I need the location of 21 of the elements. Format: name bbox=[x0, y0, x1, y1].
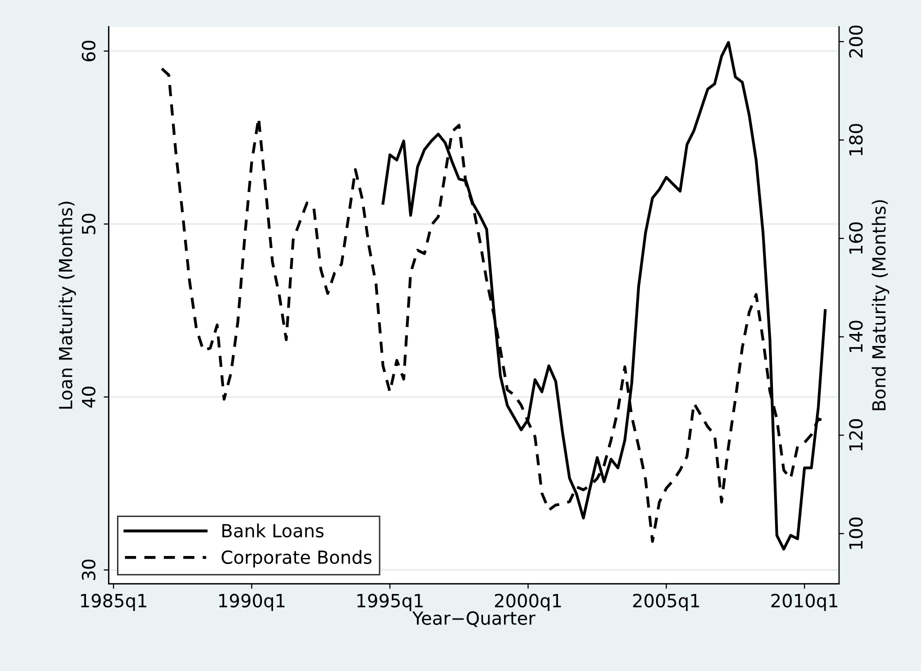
y2-tick-label: 120 bbox=[849, 419, 863, 450]
y-tick-label: 60 bbox=[82, 40, 96, 62]
y-axis-title: Loan Maturity (Months) bbox=[58, 202, 76, 409]
x-tick-label: 2005q1 bbox=[633, 594, 700, 611]
y-tick-label: 30 bbox=[82, 560, 96, 580]
legend-label: Bank Loans bbox=[222, 524, 324, 538]
x-tick-label: 1995q1 bbox=[357, 594, 423, 611]
y-tick-label: 50 bbox=[82, 214, 96, 234]
x-tick-label: 1990q1 bbox=[219, 594, 284, 611]
y2-tick-label: 100 bbox=[849, 518, 863, 549]
y2-tick-label: 180 bbox=[849, 124, 863, 156]
y2-tick-label: 160 bbox=[849, 222, 863, 254]
x-axis-title: Year−Quarter bbox=[412, 611, 536, 628]
y-tick-label: 40 bbox=[82, 386, 96, 408]
x-tick-label: 2010q1 bbox=[771, 594, 838, 611]
x-tick-label: 1985q1 bbox=[81, 594, 146, 611]
x-tick-label: 2000q1 bbox=[494, 594, 561, 611]
legend-label: Corporate Bonds bbox=[222, 550, 372, 568]
y2-axis-title: Bond Maturity (Months) bbox=[872, 200, 890, 410]
y2-tick-label: 200 bbox=[849, 26, 863, 58]
y2-tick-label: 140 bbox=[849, 320, 863, 352]
